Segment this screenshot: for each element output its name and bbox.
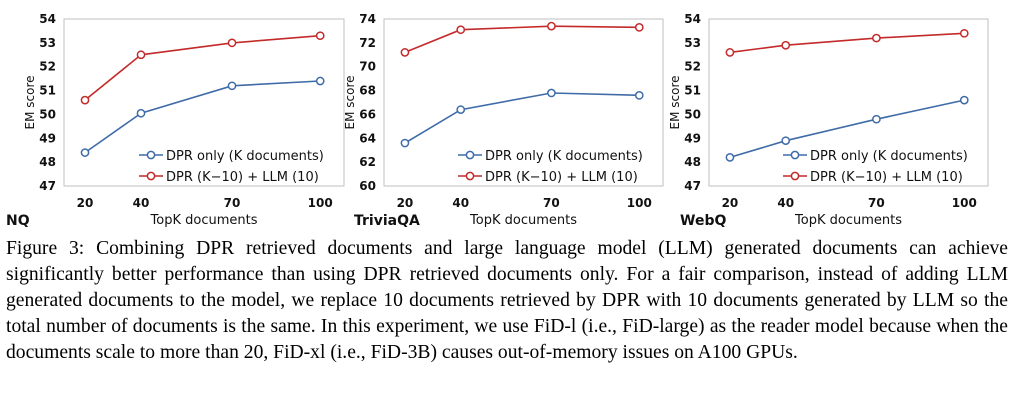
y-tick-label: 53 bbox=[684, 36, 701, 50]
legend-label: DPR only (K documents) bbox=[810, 149, 968, 164]
data-point bbox=[634, 23, 644, 32]
y-tick-label: 48 bbox=[39, 155, 56, 169]
x-tick-label: 40 bbox=[452, 196, 469, 210]
y-tick-label: 74 bbox=[359, 12, 376, 26]
data-point bbox=[547, 21, 556, 31]
y-tick-label: 60 bbox=[359, 179, 376, 193]
data-point bbox=[456, 25, 466, 35]
y-tick-label: 51 bbox=[39, 84, 56, 98]
series-line-dpr-only bbox=[404, 92, 640, 144]
series-line-dpr-only bbox=[84, 80, 321, 154]
y-tick-label: 51 bbox=[684, 84, 701, 98]
data-point bbox=[781, 136, 791, 146]
y-tick-label: 72 bbox=[359, 36, 376, 50]
y-tick-label: 70 bbox=[359, 60, 376, 74]
series-line-dpr-llm bbox=[84, 34, 321, 101]
y-tick-label: 47 bbox=[684, 179, 701, 193]
y-tick-label: 49 bbox=[684, 131, 701, 145]
y-tick-label: 52 bbox=[39, 60, 56, 74]
x-tick-label: 70 bbox=[543, 196, 560, 210]
x-axis-label: TopK documents bbox=[794, 213, 902, 228]
y-tick-label: 68 bbox=[359, 84, 376, 98]
legend-label: DPR (K−10) + LLM (10) bbox=[485, 170, 638, 185]
data-point bbox=[634, 90, 644, 100]
caption-label: Figure 3: bbox=[6, 238, 85, 259]
y-tick-label: 48 bbox=[684, 155, 701, 169]
caption-text: Combining DPR retrieved documents and la… bbox=[6, 238, 1009, 363]
x-tick-label: 100 bbox=[952, 196, 977, 210]
x-tick-label: 20 bbox=[77, 196, 94, 210]
y-tick-label: 50 bbox=[684, 107, 701, 121]
data-point bbox=[136, 50, 146, 60]
data-point bbox=[456, 105, 466, 115]
y-tick-label: 62 bbox=[359, 155, 376, 169]
y-tick-label: 64 bbox=[359, 131, 376, 145]
legend-marker bbox=[790, 171, 800, 181]
data-point bbox=[959, 28, 969, 38]
x-tick-label: 40 bbox=[133, 196, 150, 210]
legend-label: DPR only (K documents) bbox=[485, 149, 643, 164]
x-axis-label: TopK documents bbox=[469, 213, 577, 228]
y-tick-label: 50 bbox=[39, 107, 56, 121]
data-point bbox=[400, 48, 410, 57]
figure-caption: Figure 3: Combining DPR retrieved docume… bbox=[6, 236, 1008, 366]
data-point bbox=[959, 95, 969, 105]
y-tick-label: 66 bbox=[359, 107, 376, 121]
x-tick-label: 70 bbox=[224, 196, 241, 210]
legend-marker bbox=[146, 150, 156, 160]
data-point bbox=[227, 81, 237, 91]
series-line-dpr-only bbox=[729, 99, 965, 159]
data-point bbox=[781, 40, 791, 50]
series-line-dpr-llm bbox=[729, 32, 965, 54]
dataset-label: WebQ bbox=[680, 213, 726, 229]
data-point bbox=[80, 95, 90, 105]
x-tick-label: 20 bbox=[722, 196, 739, 210]
data-point bbox=[400, 138, 410, 148]
data-point bbox=[80, 148, 90, 157]
dataset-label: NQ bbox=[6, 213, 30, 229]
x-tick-label: 20 bbox=[397, 196, 414, 210]
legend-marker bbox=[465, 150, 475, 160]
data-point bbox=[725, 48, 735, 57]
plot-frame-NQ bbox=[63, 18, 345, 187]
series-line-dpr-llm bbox=[404, 25, 640, 54]
legend-label: DPR only (K documents) bbox=[166, 149, 324, 164]
data-point bbox=[725, 153, 735, 162]
y-axis-label: EM score bbox=[23, 76, 37, 130]
legend-label: DPR (K−10) + LLM (10) bbox=[166, 170, 319, 185]
y-tick-label: 53 bbox=[39, 36, 56, 50]
y-tick-label: 49 bbox=[39, 131, 56, 145]
legend-marker bbox=[146, 171, 156, 181]
x-tick-label: 100 bbox=[308, 196, 333, 210]
data-point bbox=[547, 88, 556, 98]
legend-marker bbox=[465, 171, 475, 181]
y-axis-label: EM score bbox=[343, 76, 357, 130]
y-tick-label: 54 bbox=[684, 12, 701, 26]
data-point bbox=[872, 33, 881, 43]
x-axis-label: TopK documents bbox=[150, 213, 258, 228]
x-tick-label: 40 bbox=[777, 196, 794, 210]
data-point bbox=[315, 76, 325, 86]
data-point bbox=[315, 31, 325, 41]
plot-frame-TriviaQA bbox=[383, 18, 664, 187]
legend-marker bbox=[790, 150, 800, 160]
y-tick-label: 52 bbox=[684, 60, 701, 74]
x-tick-label: 70 bbox=[868, 196, 885, 210]
x-tick-label: 100 bbox=[627, 196, 652, 210]
data-point bbox=[872, 114, 881, 124]
figure-charts: 47 48 49 50 51 52 53 54 20 40 70 100 EM score TopK do… bbox=[6, 12, 989, 229]
data-point bbox=[136, 108, 146, 118]
y-tick-label: 54 bbox=[39, 12, 56, 26]
data-point bbox=[227, 38, 237, 48]
y-axis-label: EM score bbox=[668, 76, 682, 130]
legend-label: DPR (K−10) + LLM (10) bbox=[810, 170, 963, 185]
dataset-label: TriviaQA bbox=[354, 213, 420, 229]
y-tick-label: 47 bbox=[39, 179, 56, 193]
plot-frame-WebQ bbox=[708, 18, 989, 187]
